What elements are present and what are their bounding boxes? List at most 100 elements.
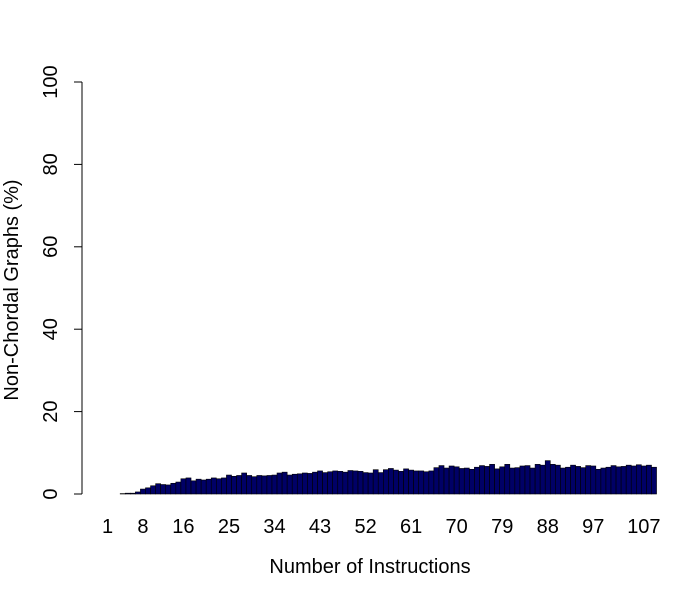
- bar: [388, 468, 394, 495]
- x-axis-tick-label: 97: [582, 516, 604, 538]
- y-axis-tick-label: 60: [40, 236, 62, 258]
- bar: [200, 479, 207, 495]
- bar: [605, 466, 612, 495]
- bar: [271, 474, 278, 495]
- bar: [367, 472, 374, 495]
- bar: [463, 467, 470, 495]
- bar: [641, 465, 647, 495]
- bar: [494, 468, 500, 495]
- bar: [140, 488, 146, 495]
- bar: [595, 468, 602, 495]
- bar: [302, 472, 308, 495]
- bar: [393, 469, 399, 495]
- bar: [165, 484, 172, 495]
- bar: [625, 464, 632, 495]
- x-axis-tick-label: 43: [309, 516, 331, 538]
- bar: [160, 484, 167, 495]
- x-axis-tick-label: 52: [354, 516, 376, 538]
- bar: [560, 467, 566, 495]
- bar: [403, 468, 409, 495]
- bar: [286, 474, 293, 495]
- bar: [474, 466, 480, 495]
- bar: [479, 465, 485, 495]
- bar: [130, 492, 136, 495]
- bar: [195, 478, 202, 495]
- bar: [266, 475, 273, 495]
- bar: [226, 474, 232, 495]
- bar: [180, 478, 187, 495]
- bar: [210, 477, 217, 495]
- bar: [155, 483, 161, 495]
- x-axis-tick-label: 79: [491, 516, 513, 538]
- bar: [347, 470, 354, 495]
- bar: [529, 467, 536, 495]
- bar: [216, 478, 222, 495]
- bar: [135, 491, 141, 495]
- y-axis-tick-label: 100: [40, 65, 62, 98]
- bar: [469, 468, 475, 495]
- bar: [408, 469, 414, 495]
- bar: [398, 471, 404, 495]
- x-axis-tick-label: 16: [172, 516, 194, 538]
- bar: [509, 467, 516, 495]
- bar: [317, 470, 323, 495]
- bar: [514, 467, 521, 495]
- bar: [231, 475, 237, 495]
- bar: [544, 460, 551, 495]
- bar: [433, 467, 440, 495]
- bar: [221, 477, 227, 495]
- bar: [281, 471, 288, 495]
- bar: [484, 466, 490, 495]
- bar: [246, 475, 253, 495]
- y-axis-tick-label: 80: [40, 153, 62, 175]
- bar: [382, 469, 389, 495]
- x-axis-label: Number of Instructions: [269, 556, 470, 578]
- bar: [256, 475, 263, 495]
- bar: [307, 473, 313, 495]
- y-axis-label: Non-Chordal Graphs (%): [1, 179, 23, 400]
- x-axis-tick-label: 70: [446, 516, 468, 538]
- bar: [539, 464, 546, 495]
- x-axis-tick-label: 8: [137, 516, 148, 538]
- bar: [276, 472, 283, 495]
- bar: [332, 470, 339, 495]
- bar: [236, 475, 242, 495]
- bar: [549, 464, 556, 495]
- bar: [322, 472, 328, 495]
- bar: [428, 470, 435, 495]
- bar: [312, 471, 318, 495]
- bar: [261, 475, 268, 495]
- bar: [251, 476, 258, 495]
- bar-series: [119, 460, 657, 495]
- bar: [327, 471, 334, 495]
- bar: [615, 466, 622, 495]
- bar: [337, 471, 344, 495]
- bar: [519, 465, 526, 495]
- x-axis-tick-label: 34: [263, 516, 285, 538]
- x-axis-tick-label: 107: [627, 516, 660, 538]
- x-axis-tick-label: 88: [537, 516, 559, 538]
- bar: [555, 464, 561, 495]
- x-axis-tick-label: 61: [400, 516, 422, 538]
- bar: [534, 464, 541, 495]
- bar: [635, 464, 642, 495]
- bar: [170, 482, 177, 495]
- x-axis-tick-labels: 1 8 16 25 34 43 52 61 70 79 88 97 107: [102, 516, 661, 538]
- bar: [646, 464, 652, 495]
- bar: [499, 466, 506, 495]
- bar: [413, 470, 420, 495]
- bar: [448, 465, 455, 495]
- bar: [423, 471, 430, 495]
- bar: [489, 464, 495, 495]
- bar: [418, 470, 425, 495]
- bar: [190, 480, 197, 495]
- bar: [620, 466, 627, 495]
- bar: [610, 465, 617, 495]
- bar: [458, 468, 465, 495]
- bar: [372, 469, 379, 495]
- bar: [438, 465, 445, 495]
- bar: [291, 473, 298, 495]
- bar: [580, 467, 587, 495]
- x-axis-tick-label: 1: [102, 516, 113, 538]
